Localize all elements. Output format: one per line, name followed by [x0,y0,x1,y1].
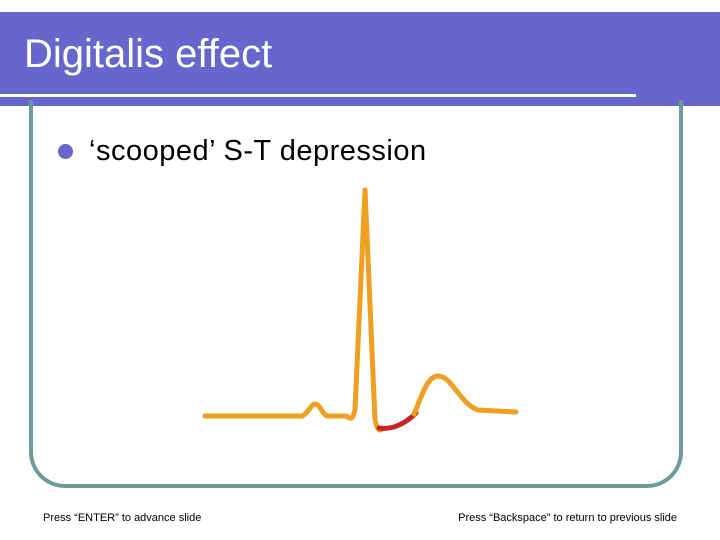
ecg-trace [202,187,385,433]
st-segment-depression [376,410,419,431]
content-frame [29,100,683,488]
bullet-dot-icon [58,143,73,159]
t-wave-trace [411,373,519,417]
bullet-item: ‘scooped’ S-T depression [58,134,427,168]
bullet-text: ‘scooped’ S-T depression [89,134,427,167]
title-underline [0,94,636,97]
footer-back-hint: Press “Backspace” to return to previous … [458,512,677,524]
title-bar [0,12,720,106]
footer-advance-hint: Press “ENTER” to advance slide [43,512,202,524]
slide-title: Digitalis effect [24,32,273,76]
